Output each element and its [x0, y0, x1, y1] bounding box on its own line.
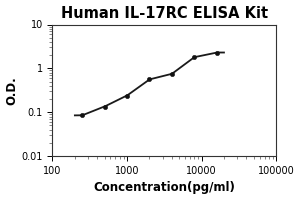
X-axis label: Concentration(pg/ml): Concentration(pg/ml) — [93, 181, 235, 194]
Y-axis label: O.D.: O.D. — [6, 76, 19, 105]
Title: Human IL-17RC ELISA Kit: Human IL-17RC ELISA Kit — [61, 6, 268, 21]
